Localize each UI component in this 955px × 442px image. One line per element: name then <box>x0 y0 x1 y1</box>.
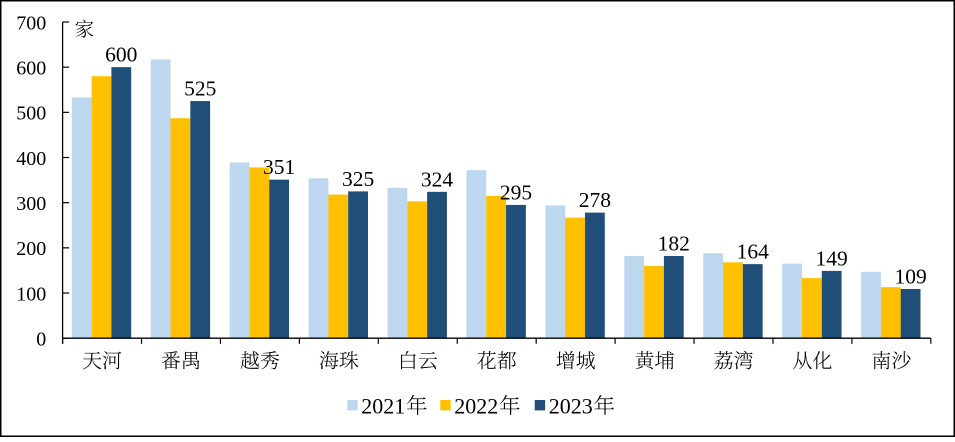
svg-text:0: 0 <box>36 329 46 351</box>
svg-text:278: 278 <box>579 188 611 212</box>
svg-text:164: 164 <box>737 240 770 264</box>
svg-text:600: 600 <box>16 57 46 79</box>
svg-text:2023: 2023 <box>549 393 593 418</box>
svg-text:100: 100 <box>16 283 46 305</box>
svg-text:2021: 2021 <box>361 393 405 418</box>
svg-text:149: 149 <box>816 246 848 270</box>
svg-text:600: 600 <box>105 43 137 67</box>
svg-text:500: 500 <box>16 103 46 125</box>
svg-text:300: 300 <box>16 193 46 215</box>
svg-text:525: 525 <box>184 77 216 101</box>
svg-text:109: 109 <box>894 264 926 288</box>
svg-text:325: 325 <box>342 167 374 191</box>
svg-text:351: 351 <box>263 155 295 179</box>
svg-text:200: 200 <box>16 238 46 260</box>
svg-text:2022: 2022 <box>454 393 498 418</box>
svg-text:324: 324 <box>421 167 454 191</box>
svg-text:400: 400 <box>16 148 46 170</box>
svg-text:182: 182 <box>658 231 690 255</box>
svg-text:700: 700 <box>16 12 46 34</box>
svg-text:295: 295 <box>500 180 532 204</box>
